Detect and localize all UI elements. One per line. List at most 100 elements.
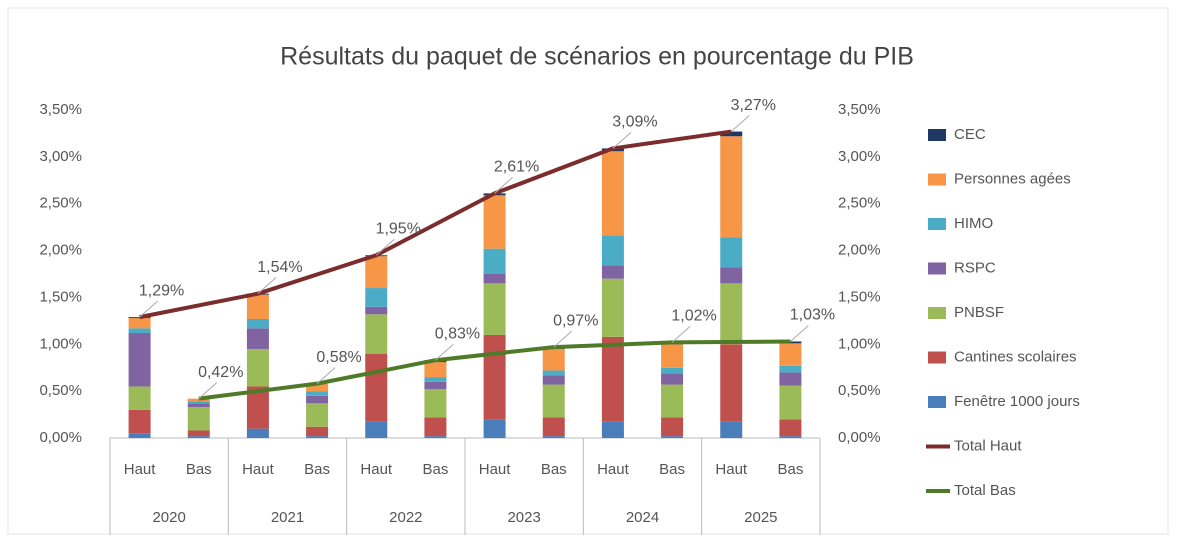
bar-segment xyxy=(483,248,506,274)
leader-line xyxy=(494,177,513,194)
bar-segment xyxy=(424,381,447,390)
leader-line xyxy=(316,367,336,385)
legend-label: CEC xyxy=(954,126,986,143)
chart-frame xyxy=(7,7,1169,535)
bar-segment xyxy=(365,288,388,307)
x-tick-label: Haut xyxy=(715,461,748,478)
bar-segment xyxy=(542,348,565,371)
bar-segment xyxy=(365,421,388,438)
bar-segment xyxy=(187,403,210,408)
bar-segment xyxy=(424,417,447,437)
bar-segment xyxy=(306,383,329,392)
x-tick-label: Bas xyxy=(541,461,567,478)
bar-segment xyxy=(601,151,624,236)
bar-segment xyxy=(246,318,269,329)
legend-label: Fenêtre 1000 jours xyxy=(954,393,1080,410)
leader-line xyxy=(612,132,632,149)
legend-swatch xyxy=(928,396,946,408)
bar-segment xyxy=(601,235,624,266)
bar-segment xyxy=(661,436,684,438)
bar-segment xyxy=(483,334,506,420)
legend-swatch xyxy=(928,129,946,141)
legend-label: Total Haut xyxy=(954,437,1022,454)
legend-label: Personnes agées xyxy=(954,170,1071,187)
y2-tick-label: 3,50% xyxy=(838,101,881,118)
y-tick-label: 0,50% xyxy=(39,382,82,399)
chart-title: Résultats du paquet de scénarios en pour… xyxy=(280,43,914,71)
bar-segment xyxy=(601,265,624,279)
bar-segment xyxy=(779,385,802,420)
data-label: 1,54% xyxy=(257,259,302,276)
bar-segment xyxy=(779,343,802,366)
bar-segment xyxy=(661,417,684,437)
data-label: 3,27% xyxy=(731,97,776,114)
bar-segment xyxy=(306,395,329,404)
data-label: 1,29% xyxy=(139,282,184,299)
bar-segment xyxy=(187,430,210,437)
bar-segment xyxy=(483,283,506,335)
bar-segment xyxy=(542,417,565,437)
leader-line xyxy=(730,115,750,132)
bar-segment xyxy=(424,377,447,382)
data-label: 0,58% xyxy=(316,349,361,366)
bar-segment xyxy=(720,421,743,438)
bar-segment xyxy=(424,362,447,378)
group-label: 2022 xyxy=(389,509,422,526)
bar-segment xyxy=(779,419,802,437)
bar-segment xyxy=(128,333,151,387)
bar-segment xyxy=(720,131,743,137)
y-tick-label: 1,50% xyxy=(39,288,82,305)
bar-segment xyxy=(246,428,269,438)
bar-segment xyxy=(601,278,624,337)
bar-segment xyxy=(542,436,565,438)
leader-line xyxy=(139,300,158,318)
y2-tick-label: 3,00% xyxy=(838,148,881,165)
group-label: 2021 xyxy=(271,509,304,526)
bar-segment xyxy=(128,386,151,410)
x-tick-label: Bas xyxy=(659,461,685,478)
legend-swatch xyxy=(928,351,946,364)
leader-line xyxy=(790,325,809,342)
line xyxy=(139,129,732,320)
line xyxy=(198,339,791,401)
bar-segment xyxy=(246,386,269,429)
bar-segment xyxy=(128,318,151,329)
bar-segment xyxy=(720,283,743,345)
bar-segment xyxy=(483,274,506,284)
legend-label: Cantines scolaires xyxy=(954,348,1077,365)
bar-segment xyxy=(187,436,210,438)
y-tick-label: 1,00% xyxy=(39,335,82,352)
bar-segment xyxy=(661,373,684,385)
bar-segment xyxy=(128,328,151,334)
legend-swatch xyxy=(928,262,946,275)
bar-segment xyxy=(128,433,151,438)
y2-tick-label: 2,00% xyxy=(838,242,881,259)
bar-segment xyxy=(246,328,269,349)
leader-line xyxy=(435,343,454,361)
leader-line xyxy=(198,382,218,400)
x-tick-label: Haut xyxy=(360,461,393,478)
group-label: 2020 xyxy=(152,509,185,526)
bar-segment xyxy=(601,421,624,438)
bar-segment xyxy=(306,426,329,437)
bar-segment xyxy=(542,384,565,418)
bar-segment xyxy=(187,398,210,402)
bar-segment xyxy=(542,370,565,376)
bar-segment xyxy=(306,391,329,396)
legend-label: PNBSF xyxy=(954,304,1004,321)
y-tick-label: 2,50% xyxy=(39,195,82,212)
bar-segment xyxy=(128,409,151,434)
y-tick-label: 3,50% xyxy=(39,101,82,118)
data-label: 1,02% xyxy=(671,308,716,325)
bar-segment xyxy=(661,384,684,418)
bar-segment xyxy=(483,419,506,438)
group-label: 2025 xyxy=(744,509,777,526)
data-label: 1,03% xyxy=(790,307,835,324)
bar-segment xyxy=(128,317,151,319)
data-label: 2,61% xyxy=(494,159,539,176)
y2-tick-label: 1,50% xyxy=(838,288,881,305)
bar-segment xyxy=(306,403,329,427)
bar-segment xyxy=(601,336,624,422)
bar-segment xyxy=(246,348,269,387)
y-tick-label: 2,00% xyxy=(39,242,82,259)
